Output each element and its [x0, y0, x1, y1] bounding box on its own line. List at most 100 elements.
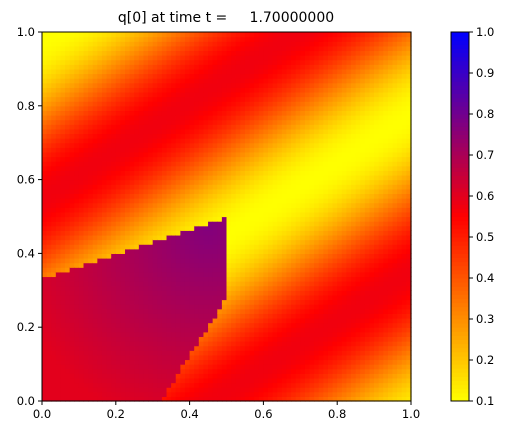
heatmap-cell — [258, 322, 264, 328]
heatmap-cell — [166, 345, 172, 351]
heatmap-cell — [272, 211, 278, 218]
heatmap-cell — [189, 156, 195, 162]
heatmap-cell — [148, 115, 154, 121]
heatmap-cell — [115, 50, 122, 56]
heatmap-cell — [125, 165, 131, 171]
heatmap-cell — [221, 105, 228, 112]
heatmap-cell — [152, 225, 158, 231]
heatmap-cell — [175, 96, 181, 102]
heatmap-cell — [134, 221, 140, 227]
heatmap-cell — [42, 156, 48, 162]
heatmap-cell — [286, 198, 292, 204]
heatmap-cell — [157, 161, 163, 167]
heatmap-cell — [148, 184, 154, 190]
heatmap-cell — [263, 36, 269, 42]
heatmap-cell — [166, 364, 172, 370]
heatmap-cell — [180, 82, 186, 88]
heatmap-cell — [65, 193, 71, 199]
heatmap-cell — [291, 142, 297, 148]
heatmap-cell — [291, 368, 297, 374]
heatmap-cell — [318, 73, 324, 79]
heatmap-cell — [277, 45, 283, 52]
heatmap-cell — [97, 331, 103, 338]
heatmap-cell — [194, 294, 200, 301]
heatmap-cell — [291, 32, 297, 38]
heatmap-cell — [304, 336, 311, 342]
heatmap-cell — [189, 308, 195, 314]
heatmap-cell — [291, 387, 297, 393]
heatmap-cell — [258, 281, 264, 287]
heatmap-cell — [198, 258, 205, 264]
heatmap-cell — [314, 253, 320, 259]
heatmap-cell — [231, 216, 237, 222]
heatmap-cell — [134, 198, 140, 204]
heatmap-cell — [65, 285, 71, 291]
heatmap-cell — [101, 45, 108, 52]
heatmap-cell — [254, 239, 260, 245]
heatmap-cell — [258, 225, 264, 231]
heatmap-cell — [166, 193, 172, 199]
heatmap-cell — [120, 32, 126, 38]
heatmap-cell — [129, 313, 135, 319]
heatmap-cell — [221, 184, 228, 190]
heatmap-cell — [88, 317, 94, 324]
heatmap-cell — [143, 124, 149, 130]
heatmap-cell — [55, 165, 62, 171]
heatmap-cell — [106, 133, 112, 139]
heatmap-cell — [208, 170, 214, 176]
heatmap-cell — [134, 55, 140, 61]
heatmap-cell — [268, 96, 274, 102]
heatmap-cell — [231, 276, 237, 282]
heatmap-cell — [138, 165, 145, 171]
heatmap-cell — [74, 59, 80, 65]
heatmap-cell — [263, 221, 269, 227]
heatmap-cell — [300, 96, 306, 102]
heatmap-cell — [148, 373, 154, 379]
heatmap-cell — [74, 364, 80, 370]
heatmap-cell — [152, 174, 158, 181]
heatmap-cell — [78, 161, 85, 167]
heatmap-cell — [74, 32, 80, 38]
heatmap-cell — [318, 119, 324, 125]
heatmap-cell — [221, 239, 228, 245]
heatmap-cell — [111, 151, 117, 158]
heatmap-cell — [166, 336, 172, 342]
heatmap-cell — [268, 290, 274, 296]
heatmap-cell — [111, 285, 117, 291]
heatmap-cell — [268, 308, 274, 314]
heatmap-cell — [318, 262, 324, 268]
chart-title: q[0] at time t = 1.70000000 — [118, 10, 334, 26]
heatmap-cell — [171, 304, 177, 310]
heatmap-cell — [231, 373, 237, 379]
heatmap-cell — [194, 165, 200, 171]
heatmap-cell — [212, 59, 218, 65]
heatmap-cell — [272, 382, 278, 388]
heatmap-cell — [111, 267, 117, 273]
heatmap-cell — [92, 147, 98, 153]
heatmap-cell — [323, 290, 329, 296]
heatmap-cell — [323, 138, 329, 144]
heatmap-cell — [166, 198, 172, 204]
heatmap-cell — [226, 211, 232, 218]
heatmap-cell — [69, 73, 75, 79]
heatmap-cell — [291, 161, 297, 167]
heatmap-cell — [235, 91, 241, 98]
heatmap-cell — [42, 377, 48, 384]
heatmap-cell — [138, 382, 145, 388]
heatmap-cell — [212, 68, 218, 75]
heatmap-cell — [291, 373, 297, 379]
heatmap-cell — [194, 345, 200, 351]
heatmap-cell — [203, 336, 209, 342]
heatmap-cell — [106, 124, 112, 130]
heatmap-cell — [55, 359, 62, 365]
heatmap-cell — [263, 64, 269, 70]
heatmap-cell — [88, 188, 94, 195]
heatmap-cell — [295, 207, 301, 213]
heatmap-cell — [51, 87, 57, 93]
heatmap-cell — [314, 216, 320, 222]
heatmap-cell — [286, 36, 292, 42]
heatmap-cell — [203, 267, 209, 273]
heatmap-cell — [217, 170, 223, 176]
heatmap-cell — [277, 308, 283, 314]
